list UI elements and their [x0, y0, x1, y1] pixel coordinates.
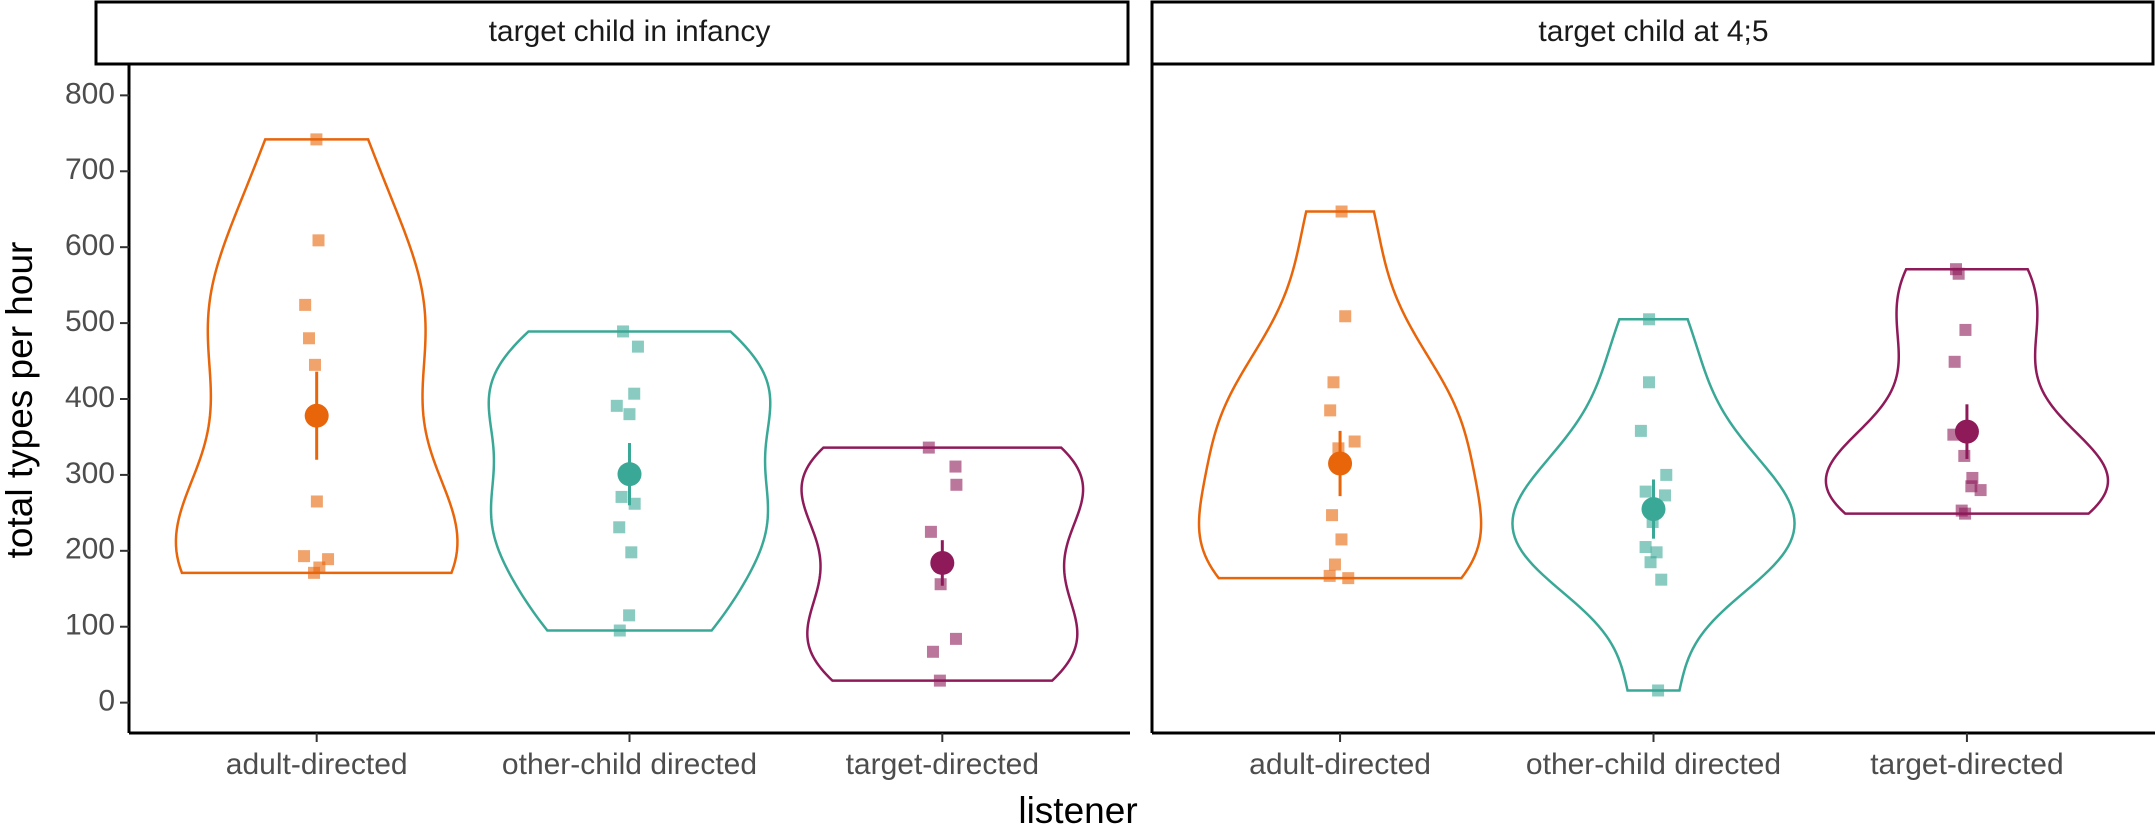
y-tick-label: 300 [65, 457, 115, 490]
data-point [933, 674, 946, 687]
data-point [1326, 509, 1339, 522]
data-point [623, 408, 636, 421]
data-point [1959, 507, 1972, 520]
data-point [1974, 484, 1987, 497]
y-tick-label: 0 [98, 685, 115, 718]
data-point [924, 525, 937, 538]
violin [1824, 267, 2110, 515]
y-tick-label: 700 [65, 153, 115, 186]
facet-strip [1150, 0, 2155, 66]
data-point [308, 566, 321, 579]
y-tick-label: 100 [65, 609, 115, 642]
data-point [949, 632, 962, 645]
data-point [1643, 376, 1656, 389]
data-point [298, 550, 311, 563]
data-point [1348, 435, 1361, 448]
mean-point [304, 403, 329, 428]
data-point [949, 460, 962, 473]
x-tick-label: other-child directed [502, 748, 757, 781]
data-point [926, 645, 939, 658]
data-point [922, 441, 935, 454]
data-point [303, 332, 316, 345]
x-tick-label: adult-directed [226, 748, 408, 781]
y-tick-label: 600 [65, 229, 115, 262]
data-point [1324, 404, 1337, 417]
data-point [1643, 313, 1656, 326]
data-point [1328, 558, 1341, 571]
data-point [934, 578, 947, 591]
facet-title: target child at 4;5 [1538, 15, 1768, 48]
data-point [312, 234, 325, 247]
x-axis-title: listener [1018, 790, 1137, 831]
data-point [1342, 572, 1355, 585]
data-point [1659, 489, 1672, 502]
mean-point [930, 550, 955, 575]
data-point [1660, 468, 1673, 481]
data-point [617, 325, 630, 338]
data-point [613, 624, 626, 637]
mean-point [617, 462, 642, 487]
y-tick-label: 200 [65, 533, 115, 566]
violin [1197, 210, 1483, 580]
data-point [623, 609, 636, 622]
y-tick-label: 500 [65, 305, 115, 338]
violin [174, 138, 459, 575]
mean-point [1328, 451, 1353, 476]
data-point [1639, 485, 1652, 498]
data-point [950, 478, 963, 491]
data-point [1335, 533, 1348, 546]
data-point [1959, 323, 1972, 336]
data-point [299, 298, 312, 311]
data-point [308, 358, 321, 371]
data-point [1650, 546, 1663, 559]
data-point [1965, 480, 1978, 493]
data-point [1952, 267, 1965, 280]
data-point [1634, 424, 1647, 437]
data-point [610, 399, 623, 412]
x-tick-label: target-directed [846, 748, 1039, 781]
data-point [1958, 449, 1971, 462]
data-point [1323, 569, 1336, 582]
x-tick-label: other-child directed [1526, 748, 1781, 781]
data-point [615, 490, 628, 503]
mean-point [1641, 497, 1666, 522]
violin [487, 330, 772, 632]
data-point [628, 497, 641, 510]
violin [800, 446, 1085, 682]
data-point [310, 495, 323, 508]
data-point [1652, 684, 1665, 697]
violin [1511, 318, 1796, 692]
data-point [628, 387, 641, 400]
facet-title: target child in infancy [489, 15, 771, 48]
data-point [1639, 541, 1652, 554]
data-point [1644, 556, 1657, 569]
facet-strip [94, 0, 1130, 66]
data-point [1339, 310, 1352, 323]
data-point [1948, 355, 1961, 368]
mean-point [1954, 419, 1979, 444]
y-axis-title: total types per hour [0, 242, 40, 559]
x-tick-label: adult-directed [1249, 748, 1431, 781]
data-point [631, 340, 644, 353]
x-tick-label: target-directed [1870, 748, 2063, 781]
data-point [1327, 376, 1340, 389]
data-point [1335, 205, 1348, 218]
data-point [310, 133, 323, 146]
data-point [1655, 573, 1668, 586]
data-point [613, 521, 626, 534]
y-tick-label: 800 [65, 77, 115, 110]
y-tick-label: 400 [65, 381, 115, 414]
data-point [625, 546, 638, 559]
